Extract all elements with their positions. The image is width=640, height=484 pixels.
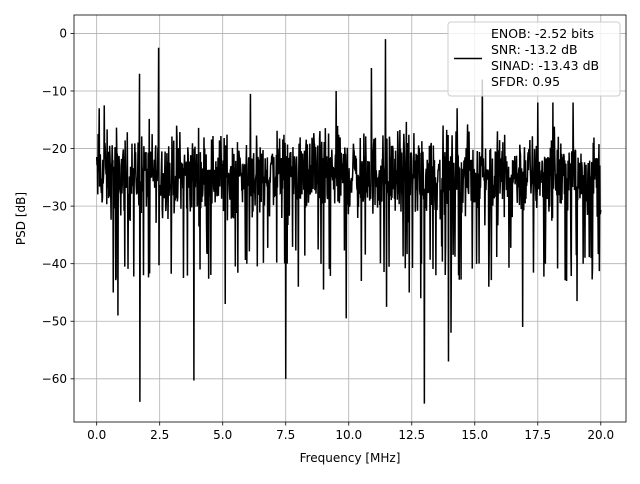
y-tick-label: −40: [42, 257, 67, 271]
x-tick-label: 17.5: [524, 428, 551, 442]
x-tick-label: 5.0: [213, 428, 232, 442]
x-tick-label: 7.5: [276, 428, 295, 442]
x-tick-label: 20.0: [587, 428, 614, 442]
x-tick-label: 0.0: [87, 428, 106, 442]
legend-line-enob: ENOB: -2.52 bits: [491, 26, 594, 41]
legend-line-sfdr: SFDR: 0.95: [491, 74, 560, 89]
x-tick-label: 12.5: [398, 428, 425, 442]
y-axis: 0 −10 −20 −30 −40 −50 −60: [42, 27, 74, 386]
legend: ENOB: -2.52 bits SNR: -13.2 dB SINAD: -1…: [447, 21, 621, 97]
legend-line-sinad: SINAD: -13.43 dB: [491, 58, 599, 73]
legend-line-snr: SNR: -13.2 dB: [491, 42, 578, 57]
y-tick-label: −30: [42, 199, 67, 213]
y-tick-label: −50: [42, 315, 67, 329]
x-axis: 0.0 2.5 5.0 7.5 10.0 12.5 15.0 17.5 20.0: [87, 422, 614, 442]
x-axis-label: Frequency [MHz]: [300, 451, 401, 465]
y-axis-label: PSD [dB]: [14, 192, 28, 245]
x-tick-label: 10.0: [335, 428, 362, 442]
y-tick-label: −10: [42, 84, 67, 98]
y-tick-label: −60: [42, 372, 67, 386]
x-tick-label: 2.5: [150, 428, 169, 442]
psd-series-line: [95, 39, 602, 404]
legend-box: [447, 21, 621, 97]
plot-frame: [73, 14, 627, 423]
y-tick-label: 0: [59, 27, 67, 41]
y-tick-label: −20: [42, 142, 67, 156]
x-tick-label: 15.0: [461, 428, 488, 442]
